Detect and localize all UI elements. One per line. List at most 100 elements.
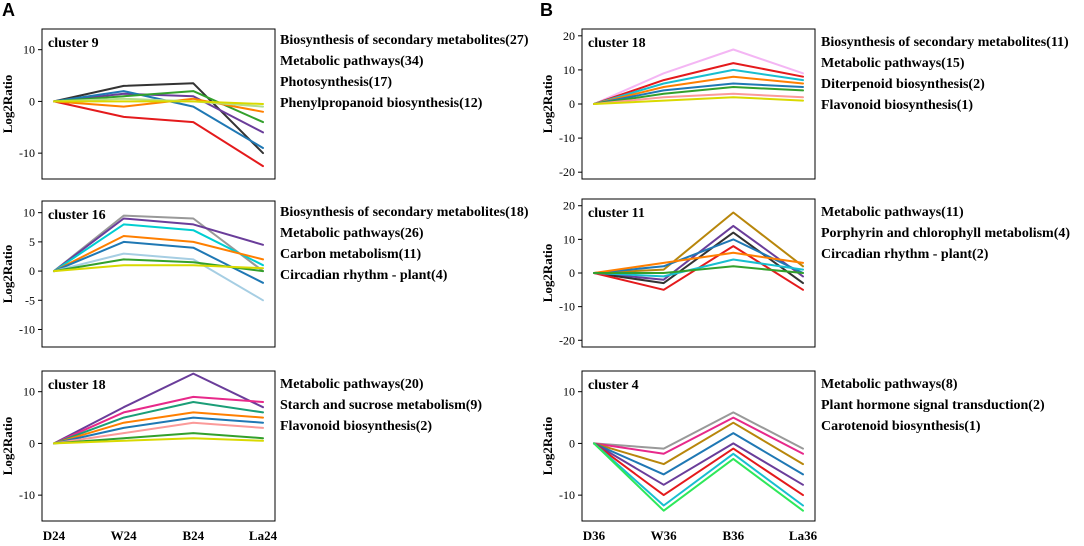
x-tick-label: D36 (583, 528, 606, 543)
series-line (593, 251, 804, 274)
pathway-item: Porphyrin and chlorophyll metabolism(4) (821, 226, 1071, 241)
series-line (53, 100, 264, 168)
y-tick-label: 10 (563, 63, 575, 77)
x-tick-label: W24 (111, 528, 138, 543)
y-axis-label: Log2Ratio (540, 417, 555, 476)
pathway-list-b-cluster-11: Metabolic pathways(11) Porphyrin and chl… (821, 202, 1070, 265)
pathway-list-a-cluster-9: Biosynthesis of secondary metabolites(27… (280, 30, 529, 114)
series-line (53, 372, 264, 445)
x-tick-label: B36 (722, 528, 744, 543)
series-line (53, 421, 264, 445)
series-line (593, 238, 804, 274)
y-tick-label: -10 (559, 131, 575, 145)
pathway-item: Carbon metabolism(11) (280, 247, 422, 262)
plot-frame (581, 28, 816, 180)
series-line (53, 217, 264, 273)
series-line (593, 62, 804, 105)
series-line (593, 92, 804, 105)
y-tick-label: -10 (19, 322, 35, 336)
pathway-list-a-cluster-16: Biosynthesis of secondary metabolites(18… (280, 202, 529, 286)
chart-b-cluster-18: 20 10 0 -10 -20 Log2Ratio cluster 18 (540, 28, 816, 180)
series-line (53, 437, 264, 445)
y-tick-label: 20 (563, 199, 575, 213)
series-line (53, 90, 264, 149)
series-line (593, 82, 804, 105)
y-tick-label: -10 (559, 300, 575, 314)
series-line (593, 421, 804, 466)
cluster-title: cluster 18 (588, 36, 646, 51)
series-line (53, 97, 264, 113)
series-line (593, 432, 804, 476)
series-line (53, 432, 264, 445)
y-tick-label: 0 (569, 266, 575, 280)
pathway-item: Flavonoid biosynthesis(1) (821, 98, 974, 113)
series-line (53, 264, 264, 273)
chart-a-cluster-9: 10 0 -10 Log2Ratio cluster 9 (0, 28, 276, 180)
y-axis-label: Log2Ratio (540, 244, 555, 303)
y-tick-label: -20 (559, 165, 575, 179)
y-tick-label: 10 (563, 232, 575, 246)
series-line (593, 211, 804, 274)
series-line (53, 235, 264, 273)
pathway-item: Phenylpropanoid biosynthesis(12) (280, 96, 483, 111)
series-line (53, 97, 264, 108)
series-line (53, 223, 264, 273)
pathway-list-b-cluster-18: Biosynthesis of secondary metabolites(11… (821, 32, 1069, 116)
pathway-item: Biosynthesis of secondary metabolites(18… (280, 205, 529, 220)
x-tick-label: La24 (249, 528, 278, 543)
y-axis-label: Log2Ratio (0, 75, 15, 134)
pathway-list-a-cluster-18: Metabolic pathways(20) Starch and sucros… (280, 374, 482, 437)
y-tick-label: -10 (559, 488, 575, 502)
cluster-title: cluster 4 (588, 378, 639, 393)
y-tick-label: -10 (19, 488, 35, 502)
y-tick-label: 10 (23, 43, 35, 57)
y-tick-label: 0 (569, 97, 575, 111)
chart-b-cluster-4: 10 0 -10 Log2Ratio cluster 4 D36 W36 B36 La36 (540, 370, 818, 543)
series-line (53, 416, 264, 445)
x-tick-label: W36 (651, 528, 678, 543)
chart-b-cluster-11: 20 10 0 -10 -20 Log2Ratio cluster 11 (540, 198, 816, 348)
cluster-title: cluster 18 (48, 378, 106, 393)
series-line (593, 48, 804, 105)
plot-frame (41, 370, 276, 522)
y-axis-label: Log2Ratio (540, 75, 555, 134)
y-tick-label: 10 (23, 206, 35, 220)
series-line (593, 86, 804, 105)
series-line (53, 92, 264, 134)
y-axis-label: Log2Ratio (0, 417, 15, 476)
pathway-item: Carotenoid biosynthesis(1) (821, 419, 981, 434)
series-line (53, 395, 264, 445)
series-line (593, 68, 804, 105)
pathway-item: Biosynthesis of secondary metabolites(11… (821, 35, 1069, 50)
pathway-item: Biosynthesis of secondary metabolites(27… (280, 33, 529, 48)
series-line (593, 75, 804, 105)
pathway-list-b-cluster-4: Metabolic pathways(8) Plant hormone sign… (821, 374, 1045, 437)
pathway-item: Metabolic pathways(15) (821, 56, 965, 71)
y-tick-label: 0 (569, 436, 575, 450)
pathway-item: Flavonoid biosynthesis(2) (280, 419, 433, 434)
y-tick-label: 10 (23, 385, 35, 399)
panel-label-a: A (2, 0, 15, 20)
cluster-title: cluster 11 (588, 206, 645, 221)
y-tick-label: -20 (559, 333, 575, 347)
series-line (53, 411, 264, 445)
pathway-item: Photosynthesis(17) (280, 75, 393, 90)
pathway-item: Metabolic pathways(8) (821, 377, 958, 392)
series-line (53, 401, 264, 445)
series-line (593, 442, 804, 512)
series-line (53, 252, 264, 302)
y-tick-label: 0 (29, 264, 35, 278)
y-tick-label: 0 (29, 436, 35, 450)
series-line (593, 442, 804, 497)
cluster-title: cluster 16 (48, 208, 106, 223)
pathway-item: Metabolic pathways(26) (280, 226, 424, 241)
plot-frame (41, 200, 276, 348)
series-line (593, 416, 804, 455)
pathway-item: Metabolic pathways(34) (280, 54, 424, 69)
y-tick-label: 10 (563, 385, 575, 399)
pathway-item: Metabolic pathways(11) (821, 205, 964, 220)
series-line (53, 82, 264, 155)
panel-label-b: B (540, 0, 553, 20)
pathway-item: Metabolic pathways(20) (280, 377, 424, 392)
